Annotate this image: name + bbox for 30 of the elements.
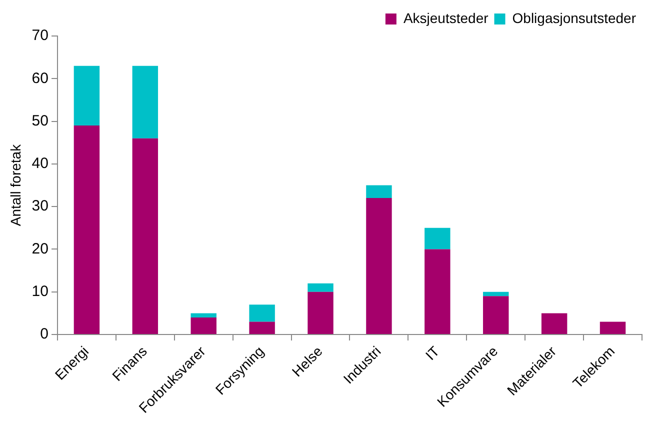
bar <box>483 292 509 296</box>
y-tick-label: 60 <box>32 70 48 87</box>
legend-label: Aksjeutsteder <box>403 10 489 26</box>
bar <box>424 228 450 250</box>
y-tick-label: 30 <box>32 198 48 215</box>
bar <box>249 304 275 322</box>
bar <box>190 317 216 334</box>
y-axis-title: Antall foretak <box>7 143 24 226</box>
bar <box>308 292 334 334</box>
y-tick-label: 0 <box>40 326 48 343</box>
y-tick-label: 50 <box>32 112 48 130</box>
bar <box>74 126 100 334</box>
bar <box>541 313 568 334</box>
bar <box>366 185 392 198</box>
bar <box>249 322 275 334</box>
bar <box>600 322 626 334</box>
bar <box>483 296 509 334</box>
bar <box>190 313 216 318</box>
legend-label: Obligasjonsutsteder <box>512 10 636 26</box>
bar <box>366 198 392 334</box>
bar <box>308 283 334 292</box>
y-tick-label: 40 <box>32 155 48 172</box>
bar <box>424 249 450 334</box>
bar <box>74 66 100 126</box>
x-tick-label: IT <box>422 342 443 364</box>
y-tick-label: 10 <box>32 283 48 300</box>
y-tick-label: 20 <box>32 240 48 258</box>
bar <box>132 66 158 138</box>
bar <box>132 138 158 334</box>
y-tick-label: 70 <box>32 27 48 44</box>
